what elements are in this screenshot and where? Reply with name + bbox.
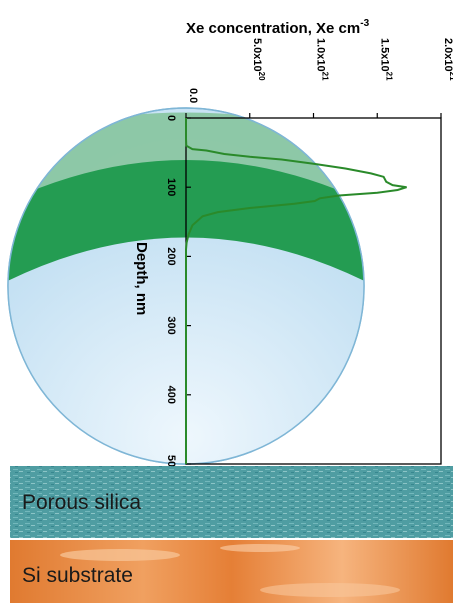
x-axis-ticks: 0.0 5.0x1020 1.0x1021 1.5x1021 2.0x1021 [185,38,453,118]
si-substrate-label: Si substrate [22,564,133,587]
y-tick-label-4: 400 [165,386,177,404]
porous-silica-label: Porous silica [22,491,141,514]
series-line [185,118,407,464]
x-tick-label-3: 1.5x1021 [378,38,393,81]
y-tick-label-3: 300 [165,316,177,334]
x-tick-label-0: 0.0 [187,88,199,103]
si-substrate-layer: Si substrate [10,540,453,603]
x-tick-label-1: 5.0x1020 [251,38,266,81]
porous-silica-layer: Porous silica [10,466,453,538]
x-axis-title: Xe concentration, Xe cm-3 [186,18,370,37]
x-tick-label-4: 2.0x1021 [442,38,453,81]
x-tick-label-2: 1.0x1021 [315,38,330,81]
y-axis-title: Depth, nm [133,242,150,315]
y-tick-label-2: 200 [165,247,177,265]
y-tick-label-1: 100 [165,178,177,196]
y-tick-label-0: 0 [165,115,177,121]
